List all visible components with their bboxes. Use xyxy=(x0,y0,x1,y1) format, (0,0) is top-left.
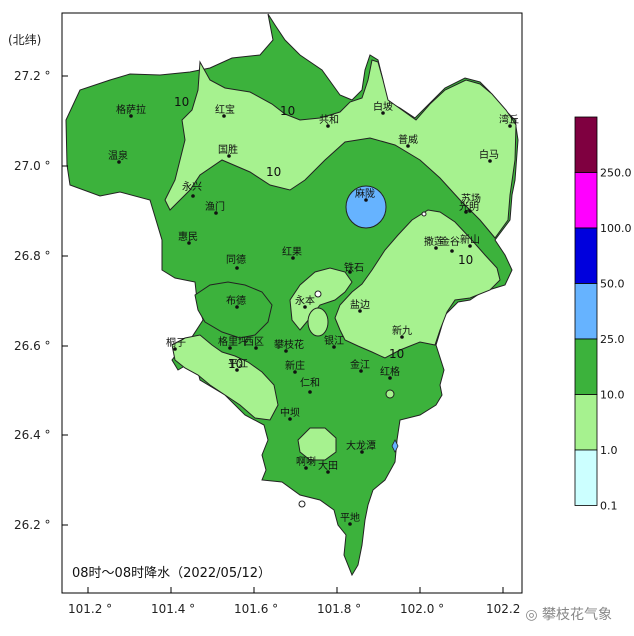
city-label: 红格 xyxy=(380,365,400,378)
city-label: 渔门 xyxy=(205,200,225,213)
y-tick-label: 26.4 ° xyxy=(14,428,51,442)
city-label: 红果 xyxy=(282,245,302,258)
x-tick-label: 101.4 ° xyxy=(151,602,195,616)
y-tick-label: 26.2 ° xyxy=(14,518,51,532)
light-region-north xyxy=(164,59,517,239)
city-label: 盐边 xyxy=(350,298,370,311)
legend: 250.0 100.0 50.0 25.0 10.0 1.0 0.1 xyxy=(574,116,632,513)
city-label: 桐子 xyxy=(166,336,186,349)
city-label: 麻陇 xyxy=(355,187,375,200)
y-tick-label: 27.2 ° xyxy=(14,69,51,83)
light-patch xyxy=(314,290,322,298)
watermark-text: 攀枝花气象 xyxy=(542,607,612,623)
light-patch xyxy=(298,500,306,508)
legend-swatch xyxy=(574,283,598,340)
city-label: 仁和 xyxy=(300,377,320,389)
heavy-rain-edge xyxy=(391,439,399,453)
dark-region-west xyxy=(194,281,273,339)
x-tick-label: 102.0 ° xyxy=(400,602,444,616)
city-label: 攀枝花 xyxy=(274,338,304,351)
city-label: 大龙潭 xyxy=(346,439,376,452)
legend-swatch xyxy=(574,227,598,284)
city-label: 白马 xyxy=(479,148,499,161)
legend-swatch xyxy=(574,116,598,173)
legend-label: 1.0 xyxy=(600,444,618,457)
city-label: 国胜 xyxy=(218,144,238,156)
light-region-southwest xyxy=(171,334,279,421)
city-label: 新九 xyxy=(392,324,412,337)
city-label: 白坡 xyxy=(373,100,393,113)
latitude-label: (北纬) xyxy=(8,33,41,47)
city-label: 永兴 xyxy=(182,180,202,193)
light-region-south-pocket xyxy=(297,427,337,461)
city-label: 共和 xyxy=(319,114,339,126)
x-axis: 101.2 ° 101.4 ° 101.6 ° 101.8 ° 102.0 ° … xyxy=(68,587,520,616)
contour-label: 10 xyxy=(228,357,243,371)
light-patch xyxy=(385,389,395,399)
legend-label: 10.0 xyxy=(600,389,625,402)
legend-label: 100.0 xyxy=(600,222,632,235)
city-label: 平地 xyxy=(340,511,360,524)
legend-label: 250.0 xyxy=(600,167,632,180)
watermark: ◎ 攀枝花气象 xyxy=(525,604,612,624)
contour-label: 10 xyxy=(174,95,189,109)
map-caption: 08时～08时降水（2022/05/12） xyxy=(72,566,271,581)
heavy-rain-area xyxy=(345,185,387,229)
city-label: 新山 xyxy=(460,233,480,246)
legend-label: 25.0 xyxy=(600,333,625,346)
x-tick-label: 102.2 xyxy=(486,602,520,616)
city-label: 格里坪 xyxy=(218,335,248,348)
city-label: 惠民 xyxy=(178,230,198,243)
y-tick-label: 26.8 ° xyxy=(14,249,51,263)
city-label: 新庄 xyxy=(285,359,305,372)
contour-label: 10 xyxy=(280,104,295,118)
city-label: 苏场 xyxy=(461,192,481,205)
light-patch xyxy=(421,211,427,217)
city-label: 格萨拉 xyxy=(116,103,146,116)
region-boundary xyxy=(65,13,519,577)
city-label: 啊喇 xyxy=(296,456,316,468)
legend-label: 0.1 xyxy=(600,500,618,513)
city-label: 铁石 xyxy=(344,261,364,274)
city-label: 西区 xyxy=(244,336,264,348)
city-label: 布德 xyxy=(226,294,246,307)
city-label: 湾丘 xyxy=(499,113,519,126)
city-label: 普威 xyxy=(398,133,418,146)
city-label: 永本 xyxy=(295,294,315,307)
city-label: 红宝 xyxy=(215,103,235,116)
city-layer: 格萨拉 红宝 共和 白坡 湾丘 普威 温泉 国胜 白马 永兴 麻陇 苏场 渔门 … xyxy=(108,100,519,526)
y-axis: 27.2 ° 27.0 ° 26.8 ° 26.6 ° 26.4 ° 26.2 … xyxy=(8,33,68,532)
city-label: 同德 xyxy=(226,253,246,266)
legend-swatch xyxy=(574,449,598,506)
legend-swatch xyxy=(574,394,598,451)
y-tick-label: 26.6 ° xyxy=(14,339,51,353)
contour-label: 10 xyxy=(389,347,404,361)
x-tick-label: 101.2 ° xyxy=(68,602,112,616)
city-label: 中坝 xyxy=(280,406,300,419)
y-tick-label: 27.0 ° xyxy=(14,159,51,173)
legend-label: 50.0 xyxy=(600,278,625,291)
light-patch xyxy=(307,307,329,337)
city-label: 光明 xyxy=(459,200,479,213)
wechat-icon: ◎ xyxy=(525,607,538,623)
legend-swatch xyxy=(574,172,598,229)
city-label: 银江 xyxy=(324,334,344,347)
city-label: 平江 xyxy=(228,358,248,370)
city-label: 撒莲 xyxy=(424,235,444,248)
legend-swatch xyxy=(574,338,598,395)
light-region-center xyxy=(289,267,353,331)
city-label: 金谷 xyxy=(440,235,460,248)
x-tick-label: 101.8 ° xyxy=(317,602,361,616)
city-label: 金江 xyxy=(350,358,370,371)
x-tick-label: 101.6 ° xyxy=(234,602,278,616)
city-label: 温泉 xyxy=(108,149,128,162)
light-region-center-east xyxy=(334,209,501,359)
contour-label: 10 xyxy=(458,253,473,267)
city-label: 大田 xyxy=(318,459,338,472)
contour-label: 10 xyxy=(266,165,281,179)
